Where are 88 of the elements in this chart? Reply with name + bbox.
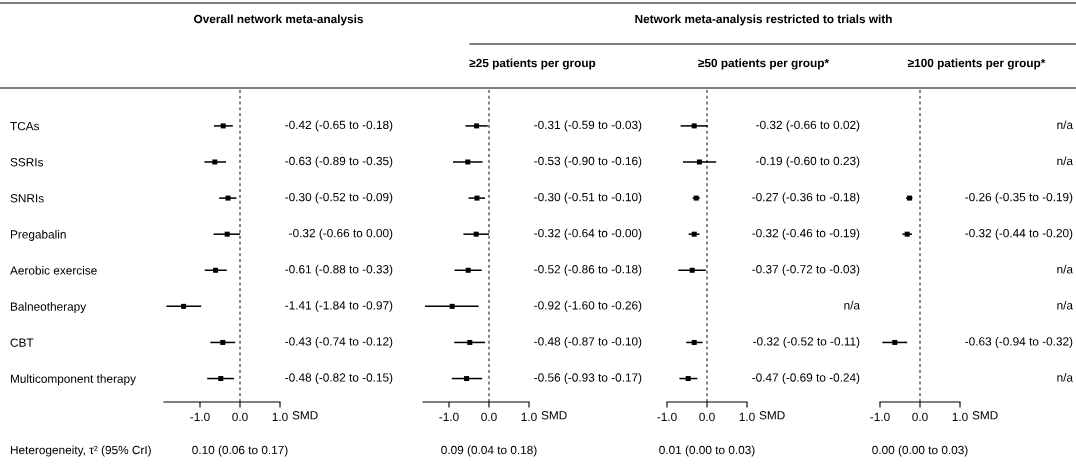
data-label: -0.47 (-0.69 to -0.24) (752, 373, 860, 385)
data-label: -0.31 (-0.59 to -0.03) (534, 120, 642, 132)
point (691, 123, 697, 129)
point (224, 231, 230, 237)
point (696, 159, 702, 165)
text: 0.09 (0.04 to 0.18) (441, 445, 537, 457)
point (474, 123, 480, 129)
x-tick-label: 1.0 (952, 412, 968, 422)
data-label: -0.37 (-0.72 to -0.03) (752, 264, 860, 276)
data-label: -0.32 (-0.44 to -0.20) (965, 228, 1073, 240)
text: 0.10 (0.06 to 0.17) (192, 445, 288, 457)
point (465, 159, 471, 165)
chart-subtitle: ≥50 patients per group* (698, 58, 830, 70)
x-axis-title: SMD (759, 411, 785, 420)
chart-subtitle: ≥25 patients per group (469, 58, 596, 70)
data-label: -0.63 (-0.89 to -0.35) (285, 156, 393, 168)
x-tick-label: 1.0 (739, 412, 755, 422)
point (467, 339, 473, 345)
data-label: -0.30 (-0.51 to -0.10) (534, 192, 642, 204)
data-label: -0.30 (-0.52 to -0.09) (285, 192, 393, 204)
x-tick-label: -1.0 (870, 412, 890, 422)
point (465, 267, 471, 273)
data-label: -0.43 (-0.74 to -0.12) (285, 336, 393, 348)
x-tick-label: 1.0 (521, 412, 537, 422)
x-tick-label: 1.0 (272, 412, 288, 422)
data-label: -0.48 (-0.82 to -0.15) (285, 373, 393, 385)
x-tick-label: 0.0 (481, 412, 497, 422)
point (213, 267, 219, 273)
x-tick-label: -1.0 (657, 412, 677, 422)
point (691, 231, 697, 237)
point (449, 303, 455, 309)
data-label: -0.92 (-1.60 to -0.26) (534, 300, 642, 312)
chart-subtitle: ≥100 patients per group* (907, 58, 1046, 70)
point (181, 303, 187, 309)
y-tick-label: CBT (10, 338, 34, 347)
x-axis-title: SMD (292, 411, 318, 420)
point (220, 123, 226, 129)
x-tick-label: -1.0 (439, 412, 459, 422)
text: n/a (1057, 300, 1073, 310)
text: Heterogeneity, τ² (95% CrI) (10, 445, 151, 457)
x-axis-title: SMD (541, 411, 567, 420)
point (464, 376, 470, 382)
data-label: -0.19 (-0.60 to 0.23) (756, 156, 860, 168)
y-tick-label: Pregabalin (10, 229, 66, 241)
data-label: -0.63 (-0.94 to -0.32) (965, 336, 1073, 348)
y-tick-label: Balneotherapy (10, 302, 87, 314)
data-label: -0.52 (-0.86 to -0.18) (534, 264, 642, 276)
data-label: -0.26 (-0.35 to -0.19) (965, 192, 1073, 204)
chart-title: Overall network meta-analysis (194, 14, 363, 26)
x-tick-label: 0.0 (699, 412, 715, 422)
data-label: -0.61 (-0.88 to -0.33) (285, 264, 393, 276)
text: n/a (1057, 120, 1073, 130)
point (473, 231, 479, 237)
y-tick-label: Multicomponent therapy (10, 374, 136, 386)
data-label: -0.48 (-0.87 to -0.10) (534, 336, 642, 348)
point (691, 339, 697, 345)
text: n/a (1057, 264, 1073, 274)
point (474, 195, 480, 201)
data-label: -0.53 (-0.90 to -0.16) (534, 156, 642, 168)
y-tick-label: SSRIs (10, 158, 44, 167)
point (689, 267, 695, 273)
data-label: -0.32 (-0.52 to -0.11) (753, 336, 860, 348)
data-label: -0.27 (-0.36 to -0.18) (752, 192, 860, 204)
data-label: -0.32 (-0.46 to -0.19) (752, 228, 860, 240)
x-axis-title: SMD (972, 411, 998, 420)
x-tick-label: -1.0 (190, 412, 210, 422)
x-tick-label: 0.0 (912, 412, 928, 422)
y-tick-label: SNRIs (10, 194, 44, 203)
x-tick-label: 0.0 (232, 412, 248, 422)
data-label: -0.32 (-0.64 to -0.00) (534, 228, 642, 240)
text: 0.01 (0.00 to 0.03) (659, 445, 755, 457)
point (212, 159, 218, 165)
point (225, 195, 231, 201)
data-label: -0.42 (-0.65 to -0.18) (285, 120, 393, 132)
data-label: -0.32 (-0.66 to 0.00) (289, 228, 393, 240)
text: n/a (1057, 373, 1073, 382)
data-label: -0.32 (-0.66 to 0.02) (756, 120, 860, 132)
text: 0.00 (0.00 to 0.03) (872, 445, 968, 457)
data-label: -0.56 (-0.93 to -0.17) (534, 373, 642, 385)
text: n/a (1057, 156, 1073, 166)
data-label: -1.41 (-1.84 to -0.97) (285, 300, 393, 312)
y-tick-label: Aerobic exercise (10, 265, 97, 275)
text: n/a (844, 300, 860, 310)
point (218, 376, 224, 382)
chart-title: Network meta-analysis restricted to trials with (635, 14, 892, 26)
y-tick-label: TCAs (10, 121, 40, 131)
point (685, 376, 691, 382)
point (220, 339, 226, 345)
